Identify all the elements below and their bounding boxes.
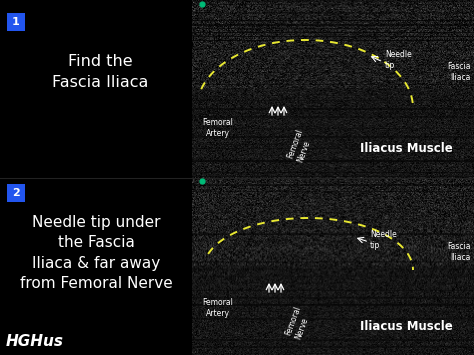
Text: Fascia
Iliaca: Fascia Iliaca — [447, 242, 471, 262]
Text: 1: 1 — [12, 17, 20, 27]
Text: Fascia
Iliaca: Fascia Iliaca — [447, 62, 471, 82]
FancyBboxPatch shape — [7, 184, 25, 202]
Text: Find the
Fascia Iliaca: Find the Fascia Iliaca — [52, 54, 148, 90]
FancyBboxPatch shape — [7, 13, 25, 31]
Text: Iliacus Muscle: Iliacus Muscle — [360, 320, 452, 333]
Text: Femoral
Artery: Femoral Artery — [202, 118, 233, 138]
Text: Femoral
Nerve: Femoral Nerve — [286, 128, 315, 164]
Text: Femoral
Artery: Femoral Artery — [202, 298, 233, 318]
Text: 2: 2 — [12, 188, 20, 198]
Text: Needle tip under
the Fascia
Iliaca & far away
from Femoral Nerve: Needle tip under the Fascia Iliaca & far… — [19, 215, 173, 291]
Text: Needle
tip: Needle tip — [370, 230, 397, 250]
Text: Femoral
Nerve: Femoral Nerve — [284, 305, 313, 341]
Text: Needle
tip: Needle tip — [385, 50, 412, 70]
Text: Iliacus Muscle: Iliacus Muscle — [360, 142, 452, 154]
Text: HGHus: HGHus — [6, 334, 64, 350]
